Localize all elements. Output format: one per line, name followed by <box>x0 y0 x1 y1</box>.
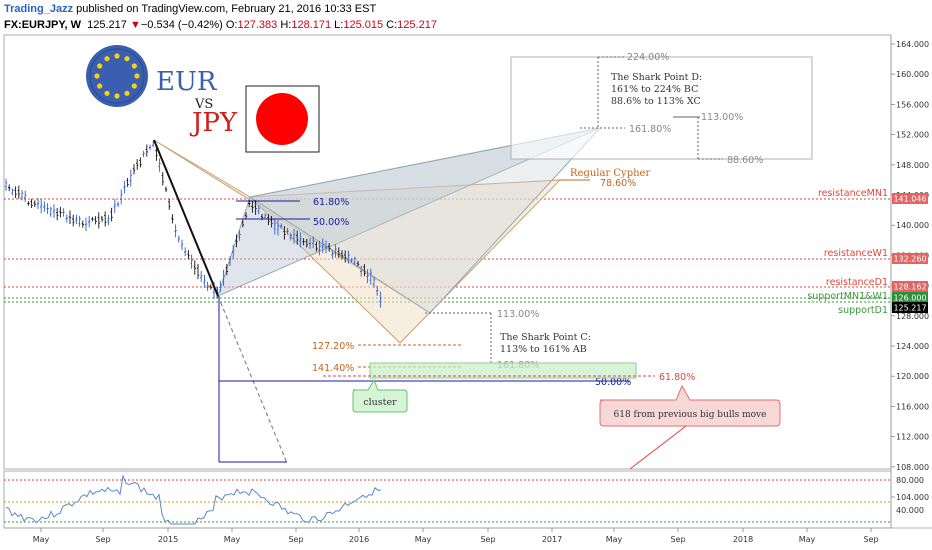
oscillator-line[interactable] <box>5 474 382 525</box>
price-tick-label: 140.000 <box>896 221 929 230</box>
projection-dashed-line[interactable] <box>217 295 288 464</box>
published-text: published on TradingView.com, February 2… <box>76 3 377 15</box>
price-tick-label: 104.000 <box>896 493 929 502</box>
fib-886-d-label: 88.60% <box>727 155 763 166</box>
resistance-mn1-label: resistanceMN1 <box>818 188 888 199</box>
symbol-label[interactable]: FX:EURJPY, W <box>4 19 82 31</box>
last-price: 125.217 <box>87 19 127 31</box>
close-value: 125.217 <box>397 19 437 31</box>
shark-bcd-triangle[interactable] <box>248 127 602 314</box>
time-tick-label: Sep <box>863 535 878 544</box>
price-axis[interactable]: 164.000160.000156.000152.000148.000144.0… <box>891 40 929 502</box>
time-tick-label: Sep <box>95 535 110 544</box>
bulls-move-label: 618 from previous big bulls move <box>614 410 767 420</box>
oscillator-axis: 80.000 40.000 <box>896 476 924 515</box>
price-tick-label: 112.000 <box>896 433 929 442</box>
resistance-w1-label: resistanceW1 <box>824 248 888 259</box>
price-tick-label: 128.000 <box>896 312 929 321</box>
badge-resistance-mn1: 141.046 <box>893 195 926 204</box>
price-change: −0.534 (−0.42%) <box>140 19 223 31</box>
badge-support-mn1w1: 126.000 <box>893 294 926 303</box>
time-tick-label: May <box>224 535 241 544</box>
price-tick-label: 156.000 <box>896 100 929 109</box>
bulls-move-callout[interactable]: 618 from previous big bulls move <box>599 384 781 470</box>
high-label: H: <box>280 19 292 31</box>
fib-50-top-label: 50.00% <box>313 217 349 228</box>
high-value: 128.171 <box>291 19 332 31</box>
time-tick-label: Sep <box>480 535 495 544</box>
support-mn1w1-label: supportMN1&W1 <box>807 291 888 302</box>
symbol-line: FX:EURJPY, W 125.217 ▼−0.534 (−0.42%) O:… <box>4 19 437 31</box>
time-tick-label: 2018 <box>733 535 753 544</box>
open-label: O: <box>225 19 238 31</box>
publish-line: Trading_Jazz published on TradingView.co… <box>4 3 376 15</box>
time-axis[interactable]: May Sep 2015 May Sep 2016 May Sep 2017 May Sep 2018… <box>33 528 879 544</box>
price-tick-label: 164.000 <box>896 40 929 49</box>
osc-tick-label: 40.000 <box>896 506 924 515</box>
price-tick-label: 108.000 <box>896 463 929 472</box>
price-tick-label: 124.000 <box>896 342 929 351</box>
shark-d-line2: 161% to 224% BC <box>611 84 698 95</box>
shark-c-line1: The Shark Point C: <box>500 332 591 343</box>
fib-224-label: 224.00% <box>627 52 669 63</box>
jpy-logo-text: JPY <box>189 108 238 138</box>
badge-last-price: 125.217 <box>893 304 926 313</box>
eu-flag-icon <box>86 45 148 107</box>
time-tick-label: May <box>606 535 623 544</box>
author-link[interactable]: Trading_Jazz <box>4 3 74 15</box>
low-label: L: <box>334 19 344 31</box>
price-tick-label: 160.000 <box>896 70 929 79</box>
cluster-zone[interactable] <box>369 362 637 379</box>
time-tick-label: Sep <box>670 535 685 544</box>
fib-618-big-label: 61.80% <box>659 372 695 383</box>
shark-d-line3: 88.6% to 113% XC <box>611 96 701 107</box>
shark-d-line1: The Shark Point D: <box>611 72 702 83</box>
time-tick-label: 2017 <box>542 535 562 544</box>
open-value: 127.383 <box>237 19 278 31</box>
vs-logo-text: VS <box>194 97 213 112</box>
cluster-label: cluster <box>363 397 397 408</box>
fib-50-bottom-label: 50.00% <box>595 377 631 388</box>
time-tick-label: Sep <box>288 535 303 544</box>
time-tick-label: May <box>415 535 432 544</box>
japan-flag-icon <box>245 85 320 153</box>
price-tick-label: 116.000 <box>896 402 929 411</box>
fib-1618-d-label: 161.80% <box>629 124 671 135</box>
resistance-d1-label: resistanceD1 <box>826 277 888 288</box>
shark-c-line2: 113% to 161% AB <box>500 344 587 355</box>
time-tick-label: 2015 <box>158 535 178 544</box>
cluster-callout[interactable]: cluster <box>352 378 408 413</box>
price-tick-label: 152.000 <box>896 131 929 140</box>
time-tick-label: 2016 <box>349 535 369 544</box>
price-tick-label: 120.000 <box>896 372 929 381</box>
regular-cypher-label: Regular Cypher <box>570 168 650 179</box>
down-arrow-icon: ▼ <box>129 19 141 31</box>
cypher-bcd-triangle[interactable] <box>248 179 562 344</box>
support-d1-label: supportD1 <box>838 305 888 316</box>
eur-logo-text: EUR <box>156 67 218 97</box>
fib-113-c-label: 113.00% <box>497 309 539 320</box>
time-tick-label: May <box>799 535 816 544</box>
chart-header: Trading_Jazz published on TradingView.co… <box>0 0 932 34</box>
fib-1272-label: 127.20% <box>312 341 354 352</box>
price-series[interactable] <box>4 140 382 308</box>
shark-point-d-box[interactable] <box>510 56 813 160</box>
time-tick-label: May <box>33 535 50 544</box>
price-badges: 141.046 132.260 128.162 126.000 125.217 <box>892 193 928 313</box>
close-label: C: <box>386 19 398 31</box>
badge-resistance-d1: 128.162 <box>893 283 926 292</box>
fib-113-d-label: 113.00% <box>701 112 743 123</box>
oscillator-pane-frame <box>3 470 892 529</box>
trend-line-down[interactable] <box>153 139 219 297</box>
low-value: 125.015 <box>343 19 384 31</box>
cypher-786-label: 78.60% <box>600 178 636 189</box>
osc-tick-label: 80.000 <box>896 476 924 485</box>
fib-618-top-label: 61.80% <box>313 197 349 208</box>
fib-1414-label: 141.40% <box>312 363 354 374</box>
badge-resistance-w1: 132.260 <box>893 255 926 264</box>
price-tick-label: 148.000 <box>896 161 929 170</box>
